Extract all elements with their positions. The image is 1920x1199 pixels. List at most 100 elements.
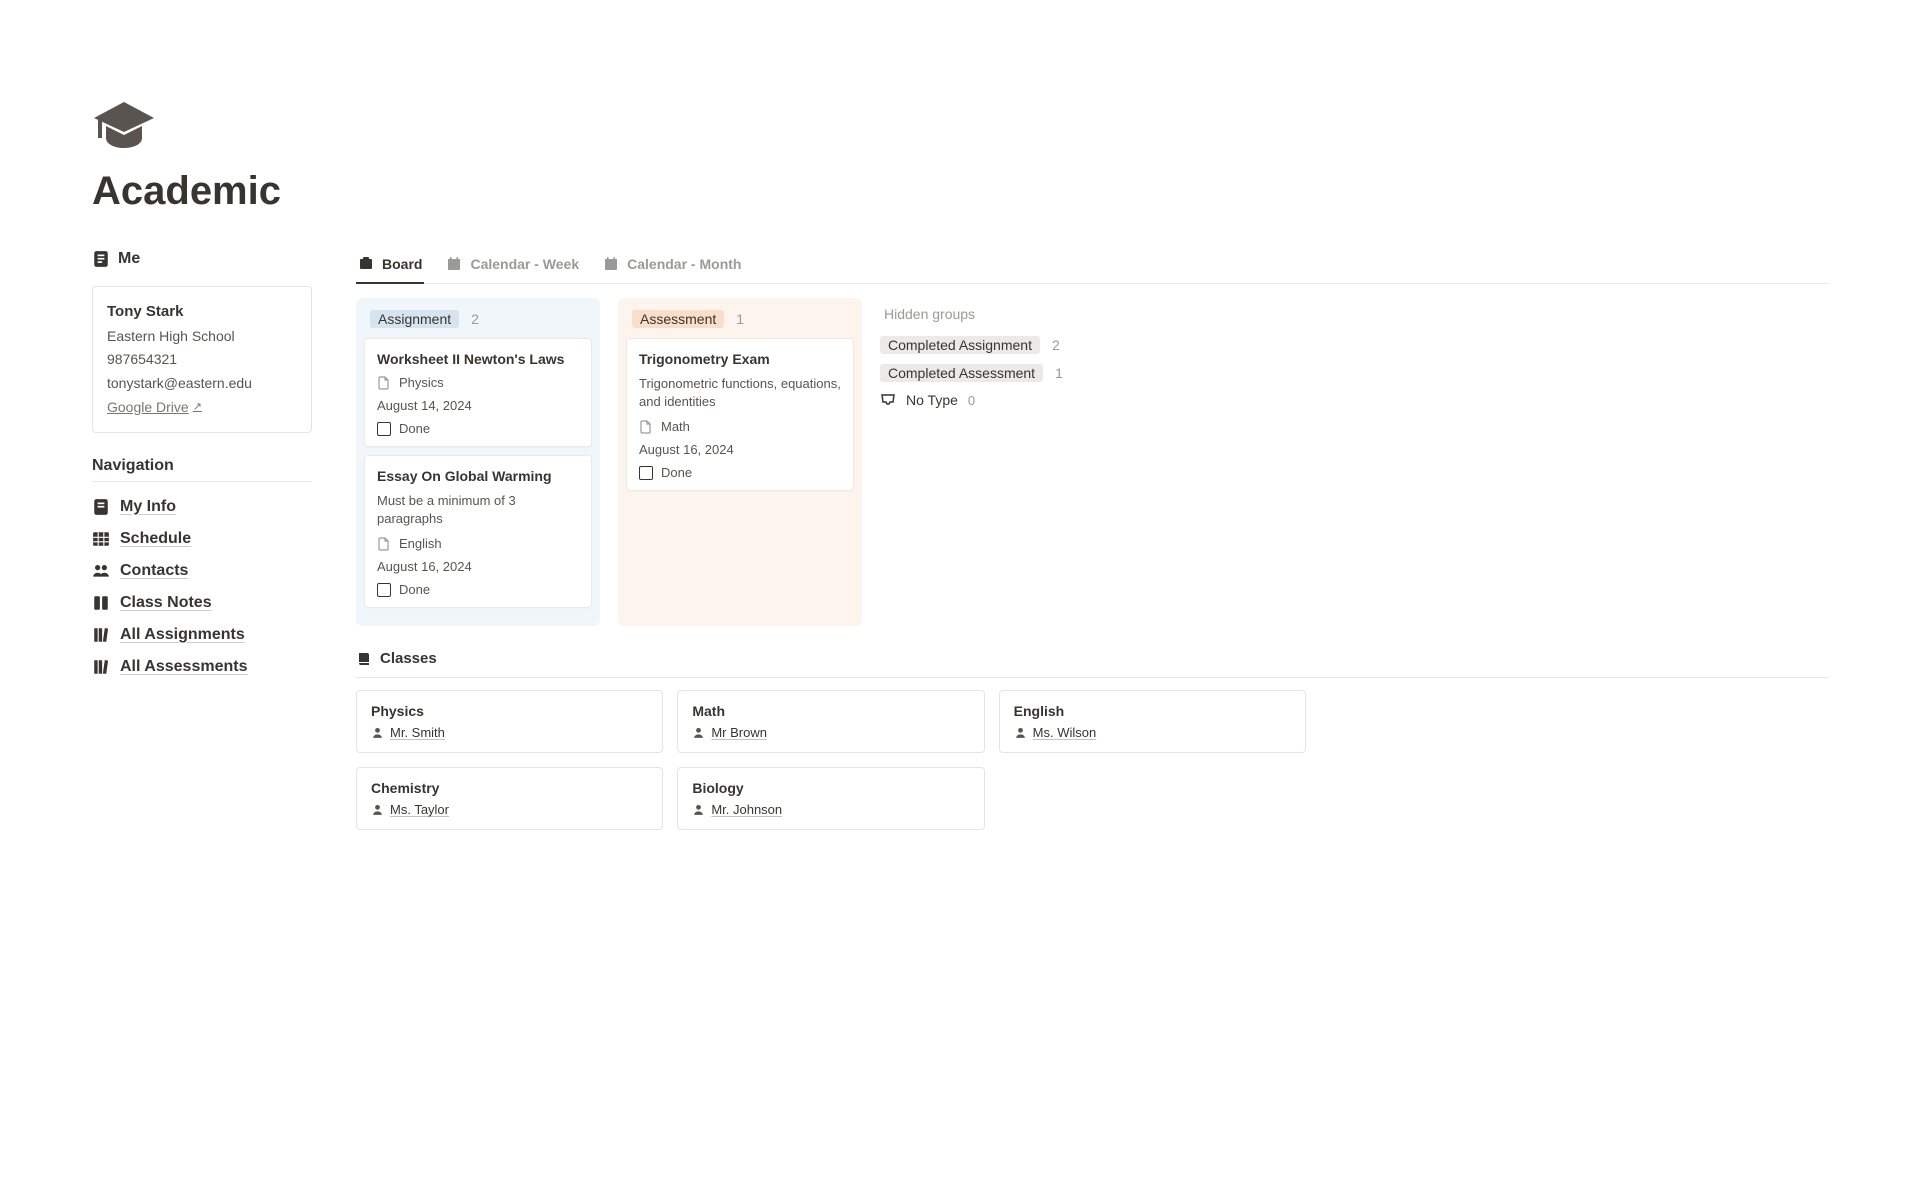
task-title: Trigonometry Exam xyxy=(639,351,841,367)
book-icon xyxy=(356,651,372,667)
column-title-pill: Assignment xyxy=(370,310,459,328)
checkbox-icon[interactable] xyxy=(377,583,391,597)
profile-email: tonystark@eastern.edu xyxy=(107,372,297,396)
hidden-group-pill: Completed Assignment xyxy=(880,336,1040,354)
hidden-group-row[interactable]: Completed Assessment 1 xyxy=(880,364,1124,382)
main: Board Calendar - Week Calendar - Month A… xyxy=(356,250,1828,830)
board-icon xyxy=(358,256,374,272)
nav-item-my-info[interactable]: My Info xyxy=(92,494,312,520)
class-title: English xyxy=(1014,703,1291,719)
task-subject: Physics xyxy=(377,375,579,390)
calendar-icon xyxy=(446,256,462,272)
class-card-chemistry[interactable]: Chemistry Ms. Taylor xyxy=(356,767,663,830)
nav-label: Class Notes xyxy=(120,594,212,612)
task-done[interactable]: Done xyxy=(377,582,579,597)
task-subject: Math xyxy=(639,419,841,434)
me-header: Me xyxy=(92,250,312,268)
people-icon xyxy=(92,562,110,580)
person-icon xyxy=(1014,726,1027,739)
class-card-english[interactable]: English Ms. Wilson xyxy=(999,690,1306,753)
task-card[interactable]: Essay On Global Warming Must be a minimu… xyxy=(364,455,592,608)
nav-item-contacts[interactable]: Contacts xyxy=(92,558,312,584)
class-teacher: Mr. Smith xyxy=(371,725,648,740)
no-type-count: 0 xyxy=(968,393,975,408)
external-link-icon: ↗ xyxy=(193,398,202,417)
task-date: August 16, 2024 xyxy=(639,442,841,457)
column-title-pill: Assessment xyxy=(632,310,724,328)
task-subject: English xyxy=(377,536,579,551)
classes-title: Classes xyxy=(380,650,437,667)
person-icon xyxy=(371,803,384,816)
nav-label: My Info xyxy=(120,498,176,516)
class-title: Math xyxy=(692,703,969,719)
class-card-math[interactable]: Math Mr Brown xyxy=(677,690,984,753)
class-title: Physics xyxy=(371,703,648,719)
class-teacher: Mr Brown xyxy=(692,725,969,740)
profile-id: 987654321 xyxy=(107,348,297,372)
tab-label: Calendar - Week xyxy=(470,256,579,272)
tab-calendar-week[interactable]: Calendar - Week xyxy=(444,250,581,284)
task-date: August 16, 2024 xyxy=(377,559,579,574)
page-icon xyxy=(639,420,653,434)
page-icon xyxy=(377,376,391,390)
notes-icon xyxy=(92,594,110,612)
tab-label: Calendar - Month xyxy=(627,256,741,272)
view-tabs: Board Calendar - Week Calendar - Month xyxy=(356,250,1828,284)
hidden-group-pill: Completed Assessment xyxy=(880,364,1043,382)
nav-item-schedule[interactable]: Schedule xyxy=(92,526,312,552)
class-teacher: Ms. Wilson xyxy=(1014,725,1291,740)
nav-item-all-assessments[interactable]: All Assessments xyxy=(92,654,312,680)
inbox-icon xyxy=(880,392,896,408)
tab-board[interactable]: Board xyxy=(356,250,424,284)
class-title: Biology xyxy=(692,780,969,796)
person-icon xyxy=(692,803,705,816)
column-count: 1 xyxy=(736,311,744,327)
task-title: Essay On Global Warming xyxy=(377,468,579,484)
navigation-title: Navigation xyxy=(92,457,312,482)
task-date: August 14, 2024 xyxy=(377,398,579,413)
nav-item-all-assignments[interactable]: All Assignments xyxy=(92,622,312,648)
nav-item-class-notes[interactable]: Class Notes xyxy=(92,590,312,616)
id-card-icon xyxy=(92,498,110,516)
class-teacher: Ms. Taylor xyxy=(371,802,648,817)
classes-grid: Physics Mr. Smith Math Mr Brown English xyxy=(356,690,1306,830)
tab-label: Board xyxy=(382,256,422,272)
task-done[interactable]: Done xyxy=(377,421,579,436)
board-column-assignment: Assignment 2 Worksheet II Newton's Laws … xyxy=(356,298,600,626)
hidden-group-count: 1 xyxy=(1055,365,1063,381)
profile-name: Tony Stark xyxy=(107,299,297,325)
class-card-biology[interactable]: Biology Mr. Johnson xyxy=(677,767,984,830)
task-title: Worksheet II Newton's Laws xyxy=(377,351,579,367)
person-icon xyxy=(692,726,705,739)
column-count: 2 xyxy=(471,311,479,327)
no-type-label: No Type xyxy=(906,392,958,408)
books-icon xyxy=(92,658,110,676)
board-column-assessment: Assessment 1 Trigonometry Exam Trigonome… xyxy=(618,298,862,626)
task-desc: Trigonometric functions, equations, and … xyxy=(639,375,841,411)
checkbox-icon[interactable] xyxy=(639,466,653,480)
id-card-icon xyxy=(92,250,110,268)
nav-label: Contacts xyxy=(120,562,188,580)
column-header[interactable]: Assessment 1 xyxy=(626,306,854,338)
me-label: Me xyxy=(118,250,140,268)
hidden-groups-title: Hidden groups xyxy=(880,306,1124,322)
class-title: Chemistry xyxy=(371,780,648,796)
task-done[interactable]: Done xyxy=(639,465,841,480)
tab-calendar-month[interactable]: Calendar - Month xyxy=(601,250,743,284)
classes-header: Classes xyxy=(356,650,1828,678)
sidebar: Me Tony Stark Eastern High School 987654… xyxy=(92,250,312,830)
profile-school: Eastern High School xyxy=(107,325,297,349)
profile-card[interactable]: Tony Stark Eastern High School 987654321… xyxy=(92,286,312,433)
task-card[interactable]: Worksheet II Newton's Laws Physics Augus… xyxy=(364,338,592,447)
no-type-row[interactable]: No Type 0 xyxy=(880,392,1124,408)
class-card-physics[interactable]: Physics Mr. Smith xyxy=(356,690,663,753)
nav-label: All Assignments xyxy=(120,626,245,644)
task-card[interactable]: Trigonometry Exam Trigonometric function… xyxy=(626,338,854,491)
class-teacher: Mr. Johnson xyxy=(692,802,969,817)
checkbox-icon[interactable] xyxy=(377,422,391,436)
google-drive-link[interactable]: Google Drive↗ xyxy=(107,396,202,420)
calendar-icon xyxy=(603,256,619,272)
hidden-group-row[interactable]: Completed Assignment 2 xyxy=(880,336,1124,354)
column-header[interactable]: Assignment 2 xyxy=(364,306,592,338)
nav-label: Schedule xyxy=(120,530,191,548)
